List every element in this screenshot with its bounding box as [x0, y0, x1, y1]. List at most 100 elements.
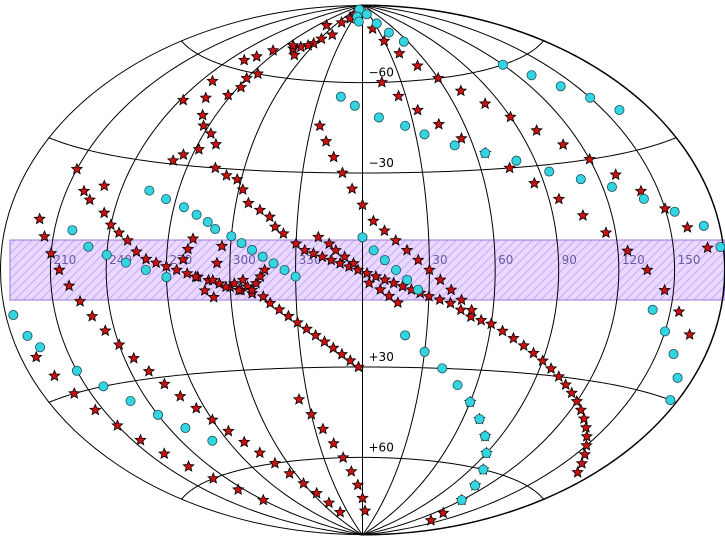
star-marker — [289, 237, 303, 249]
star-marker — [228, 276, 241, 289]
star-marker — [127, 351, 140, 364]
circle-marker — [638, 193, 649, 204]
star-marker — [206, 74, 219, 87]
star-marker — [240, 71, 253, 84]
circle-marker — [511, 155, 522, 166]
circle-marker — [83, 241, 94, 252]
star-marker — [325, 253, 338, 266]
circle-marker — [413, 284, 424, 295]
circle-marker — [279, 264, 290, 275]
star-marker — [180, 266, 194, 279]
star-marker — [219, 280, 233, 293]
star-marker — [186, 232, 200, 245]
circle-marker — [210, 224, 221, 235]
latitude-labels: +60 +30 −30 −60 — [369, 66, 394, 455]
star-marker — [320, 18, 333, 31]
star-marker — [375, 75, 389, 88]
star-marker — [111, 419, 124, 431]
star-marker — [98, 206, 111, 219]
star-marker — [327, 341, 340, 354]
star-marker — [455, 293, 468, 306]
star-marker — [392, 89, 405, 102]
star-marker — [327, 150, 340, 163]
star-marker — [236, 183, 250, 195]
star-marker — [277, 227, 290, 239]
star-marker — [258, 263, 271, 276]
star-marker — [641, 263, 654, 276]
circle-marker — [419, 346, 430, 357]
star-marker — [77, 184, 91, 197]
star-marker — [237, 53, 251, 66]
star-marker — [504, 110, 517, 123]
circle-marker — [153, 409, 164, 420]
star-marker — [249, 276, 263, 289]
star-marker — [268, 456, 282, 469]
star-marker — [658, 283, 671, 296]
star-marker — [400, 243, 414, 256]
star-marker — [507, 331, 520, 344]
star-marker — [268, 220, 282, 233]
circle-marker — [161, 272, 172, 283]
circle-marker — [67, 225, 78, 236]
star-marker — [199, 91, 213, 104]
star-marker — [160, 259, 173, 272]
star-marker — [431, 71, 445, 84]
star-marker — [580, 429, 594, 442]
star-marker — [389, 233, 402, 246]
circle-marker — [236, 238, 247, 249]
longitude-label: 90 — [562, 253, 577, 267]
star-marker — [254, 270, 267, 282]
circle-marker — [35, 342, 46, 353]
star-marker — [658, 202, 672, 214]
star-marker — [83, 193, 96, 206]
star-marker — [362, 276, 376, 289]
circle-marker — [480, 431, 491, 442]
star-marker — [352, 360, 365, 373]
star-marker — [336, 166, 349, 179]
star-marker — [286, 38, 300, 51]
star-marker — [257, 493, 270, 506]
circle-marker — [575, 174, 586, 185]
star-marker — [307, 247, 320, 259]
circle-marker — [400, 330, 411, 341]
star-marker — [579, 421, 593, 433]
star-marker — [378, 273, 392, 286]
star-marker — [197, 119, 210, 132]
circle-marker — [191, 209, 202, 220]
star-marker — [517, 339, 530, 351]
star-marker — [536, 354, 549, 367]
star-marker — [312, 230, 325, 243]
circle-marker — [480, 148, 491, 159]
star-marker — [465, 303, 478, 316]
star-marker — [189, 270, 202, 283]
star-marker — [207, 290, 220, 303]
star-marker — [322, 496, 336, 509]
star-marker — [316, 422, 330, 435]
star-marker — [387, 276, 400, 289]
circle-marker — [101, 249, 112, 260]
circle-marker — [144, 185, 155, 196]
star-marker — [301, 38, 315, 51]
star-marker — [38, 229, 51, 242]
circle-marker — [544, 166, 555, 177]
star-marker — [424, 513, 438, 526]
circle-marker — [268, 258, 279, 269]
star-marker — [190, 401, 203, 414]
circle-marker — [437, 363, 448, 374]
star-marker — [283, 466, 296, 479]
star-marker — [98, 179, 111, 192]
star-marker — [344, 354, 357, 366]
star-marker — [44, 246, 58, 259]
star-marker — [454, 84, 468, 97]
star-marker — [209, 161, 222, 174]
star-marker — [198, 284, 211, 296]
star-marker — [70, 162, 84, 175]
star-marker — [204, 127, 218, 139]
star-marker — [503, 161, 516, 174]
star-marker — [234, 80, 248, 93]
circle-marker — [180, 423, 191, 434]
star-marker — [30, 350, 43, 363]
circle-marker — [207, 435, 218, 446]
star-marker — [222, 424, 235, 437]
circle-marker — [202, 217, 213, 228]
